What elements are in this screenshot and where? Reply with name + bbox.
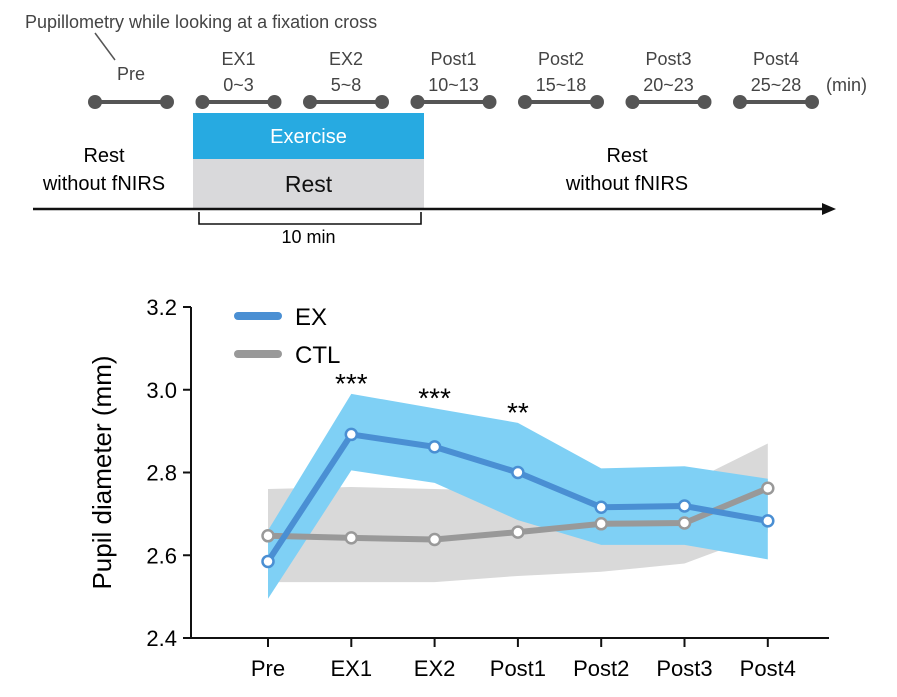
period-range-post4: 25~28	[751, 75, 802, 95]
significance-post1: **	[507, 397, 529, 428]
x-tick-label: EX1	[331, 656, 373, 681]
point-ctl-post1	[511, 525, 525, 539]
point-ex-ex2	[427, 440, 442, 454]
point-ex-post4	[761, 514, 775, 528]
chart-legend: EX CTL	[234, 304, 340, 369]
rest-block-label: Rest	[285, 171, 333, 197]
duration-label: 10 min	[281, 227, 335, 247]
rest-left-line1: Rest	[83, 145, 125, 167]
period-name-pre: Pre	[117, 64, 145, 84]
point-ex-post3	[677, 499, 692, 513]
period-name-post3: Post3	[645, 49, 691, 69]
period-name-ex2: EX2	[329, 49, 363, 69]
confidence-bands	[268, 393, 768, 599]
period-endpoint-ex2-0	[303, 95, 317, 109]
period-endpoint-post1-0	[410, 95, 425, 109]
series-lines	[261, 427, 775, 569]
protocol-header: Pupillometry while looking at a fixation…	[25, 12, 377, 32]
x-tick-label: Post1	[490, 656, 546, 681]
y-axis-label: Pupil diameter (mm)	[87, 355, 117, 589]
period-name-post1: Post1	[430, 49, 476, 69]
x-tick-label: Post2	[573, 656, 629, 681]
period-range-ex1: 0~3	[223, 75, 254, 95]
period-name-ex1: EX1	[221, 49, 255, 69]
exercise-label: Exercise	[270, 126, 347, 148]
y-tick-label: 3.0	[146, 378, 177, 403]
period-name-post2: Post2	[538, 49, 584, 69]
period-markers: Pre EX1 0~3 EX2 5~8 Post1 10~13 Post2 15~18 Post3…	[88, 49, 819, 109]
point-ctl-ex1	[344, 531, 359, 545]
rest-right-line2: without fNIRS	[565, 173, 688, 195]
point-ex-post1	[511, 465, 525, 480]
legend-label-ex: EX	[295, 304, 327, 331]
point-ex-post2	[594, 500, 608, 515]
protocol-diagram: Pupillometry while looking at a fixation…	[25, 12, 867, 247]
significance-ex2: ***	[418, 382, 451, 413]
rest-block	[193, 159, 424, 208]
period-name-post4: Post4	[753, 49, 799, 69]
period-range-ex2: 5~8	[331, 75, 362, 95]
point-ctl-post2	[594, 517, 608, 531]
rest-right-line1: Rest	[606, 145, 648, 167]
period-endpoint-post3-1	[697, 95, 712, 109]
period-range-post1: 10~13	[428, 75, 479, 95]
period-endpoint-ex1-0	[195, 95, 210, 109]
point-ctl-ex2	[427, 532, 442, 547]
time-unit-label: (min)	[826, 75, 867, 95]
header-pointer-line	[94, 32, 116, 61]
period-endpoint-post2-1	[590, 95, 604, 109]
x-tick-label: Pre	[251, 656, 285, 681]
y-tick-label: 3.2	[146, 295, 177, 320]
period-endpoint-ex1-1	[267, 95, 282, 109]
period-range-post3: 20~23	[643, 75, 694, 95]
point-ex-ex1	[344, 427, 359, 442]
period-range-post2: 15~18	[536, 75, 587, 95]
x-tick-label: Post4	[740, 656, 796, 681]
exercise-block	[193, 113, 424, 159]
x-tick-label: Post3	[656, 656, 712, 681]
significance-markers: *** *** **	[335, 368, 529, 428]
y-tick-label: 2.4	[146, 626, 177, 651]
period-endpoint-ex2-1	[375, 95, 389, 109]
point-ctl-pre	[261, 529, 275, 543]
pupil-chart: 2.4 2.6 2.8 3.0 3.2 Pre EX1 EX2 Post1 Post2 Post3 P…	[87, 295, 829, 681]
point-ex-pre	[261, 554, 275, 569]
period-endpoint-post3-0	[625, 95, 640, 109]
band-ex	[268, 393, 768, 599]
period-endpoint-pre-1	[160, 95, 174, 109]
duration-bracket	[198, 212, 422, 225]
legend-label-ctl: CTL	[295, 342, 340, 369]
period-endpoint-post4-1	[805, 95, 819, 109]
rest-left-line2: without fNIRS	[42, 173, 165, 195]
significance-ex1: ***	[335, 368, 368, 399]
period-endpoint-post4-0	[733, 95, 747, 109]
period-endpoint-post2-0	[518, 95, 532, 109]
y-tick-label: 2.8	[146, 461, 177, 486]
x-tick-label: EX2	[414, 656, 456, 681]
period-endpoint-post1-1	[482, 95, 497, 109]
y-tick-label: 2.6	[146, 543, 177, 568]
period-endpoint-pre-0	[88, 95, 102, 109]
point-ctl-post3	[677, 516, 692, 530]
point-ctl-post4	[761, 481, 775, 495]
timeline-arrowhead	[822, 203, 836, 215]
chart-axes: 2.4 2.6 2.8 3.0 3.2 Pre EX1 EX2 Post1 Post2 Post3 P…	[146, 295, 829, 681]
